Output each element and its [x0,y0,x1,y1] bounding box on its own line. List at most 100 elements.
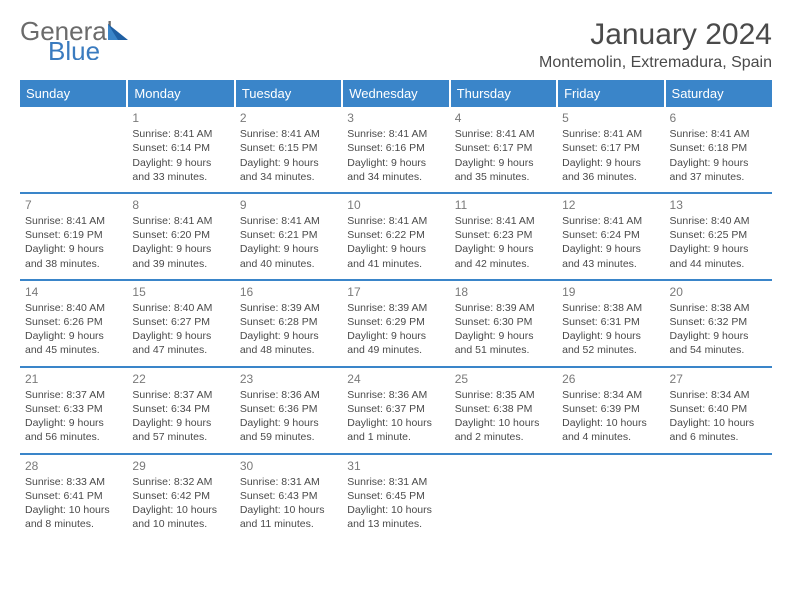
day-number: 18 [455,284,552,300]
sunrise-text: Sunrise: 8:40 AM [670,214,767,228]
daylight-text: Daylight: 9 hours and 54 minutes. [670,329,767,357]
sunset-text: Sunset: 6:21 PM [240,228,337,242]
daylight-text: Daylight: 9 hours and 36 minutes. [562,156,659,184]
header-friday: Friday [557,80,664,107]
day-number: 1 [132,110,229,126]
daylight-text: Daylight: 9 hours and 34 minutes. [240,156,337,184]
sunset-text: Sunset: 6:18 PM [670,141,767,155]
day-number: 21 [25,371,122,387]
daylight-text: Daylight: 10 hours and 13 minutes. [347,503,444,531]
daylight-text: Daylight: 10 hours and 4 minutes. [562,416,659,444]
sunset-text: Sunset: 6:37 PM [347,402,444,416]
day-cell: 28Sunrise: 8:33 AMSunset: 6:41 PMDayligh… [20,454,127,540]
daylight-text: Daylight: 9 hours and 39 minutes. [132,242,229,270]
sunset-text: Sunset: 6:25 PM [670,228,767,242]
sunset-text: Sunset: 6:42 PM [132,489,229,503]
daylight-text: Daylight: 9 hours and 40 minutes. [240,242,337,270]
logo-text-blue: Blue [48,36,100,60]
sunrise-text: Sunrise: 8:37 AM [132,388,229,402]
sunrise-text: Sunrise: 8:39 AM [240,301,337,315]
week-row: 21 Sunrise: 8:37 AM Sunset: 6:33 PM Dayligh… [20,367,772,454]
sunset-text: Sunset: 6:14 PM [132,141,229,155]
day-cell: 22Sunrise: 8:37 AMSunset: 6:34 PMDayligh… [127,367,234,454]
sunrise-text: Sunrise: 8:38 AM [670,301,767,315]
sunset-text: Sunset: 6:43 PM [240,489,337,503]
sunrise-text: Sunrise: 8:39 AM [455,301,552,315]
day-number: 23 [240,371,337,387]
header-saturday: Saturday [665,80,772,107]
sunset-text: Sunset: 6:22 PM [347,228,444,242]
daylight-text: Daylight: 9 hours and 35 minutes. [455,156,552,184]
sunrise-text: Sunrise: 8:40 AM [132,301,229,315]
day-number: 7 [25,197,122,213]
day-cell: 29Sunrise: 8:32 AMSunset: 6:42 PMDayligh… [127,454,234,540]
sunset-text: Sunset: 6:28 PM [240,315,337,329]
day-number: 17 [347,284,444,300]
day-cell: 11Sunrise: 8:41 AMSunset: 6:23 PMDayligh… [450,193,557,280]
day-number: 14 [25,284,122,300]
sunrise-text: Sunrise: 8:41 AM [455,127,552,141]
sunrise-text: Sunrise: 8:33 AM [25,475,122,489]
day-number: 12 [562,197,659,213]
day-cell: 9Sunrise: 8:41 AMSunset: 6:21 PMDaylight… [235,193,342,280]
day-number: 31 [347,458,444,474]
sunset-text: Sunset: 6:17 PM [562,141,659,155]
day-cell: 30Sunrise: 8:31 AMSunset: 6:43 PMDayligh… [235,454,342,540]
header-tuesday: Tuesday [235,80,342,107]
day-cell: 12Sunrise: 8:41 AMSunset: 6:24 PMDayligh… [557,193,664,280]
day-cell: 19Sunrise: 8:38 AMSunset: 6:31 PMDayligh… [557,280,664,367]
sunrise-text: Sunrise: 8:41 AM [562,127,659,141]
sunset-text: Sunset: 6:24 PM [562,228,659,242]
sunset-text: Sunset: 6:15 PM [240,141,337,155]
logo: General Blue [20,18,130,65]
sunset-text: Sunset: 6:32 PM [670,315,767,329]
day-number: 5 [562,110,659,126]
day-number: 27 [670,371,767,387]
day-number: 6 [670,110,767,126]
header: General Blue January 2024 Montemolin, Ex… [20,18,772,72]
sunset-text: Sunset: 6:31 PM [562,315,659,329]
location: Montemolin, Extremadura, Spain [539,54,772,72]
sunset-text: Sunset: 6:27 PM [132,315,229,329]
sunset-text: Sunset: 6:16 PM [347,141,444,155]
day-cell [20,107,127,193]
header-wednesday: Wednesday [342,80,449,107]
sunrise-text: Sunrise: 8:41 AM [240,214,337,228]
sunrise-text: Sunrise: 8:41 AM [25,214,122,228]
day-number: 11 [455,197,552,213]
daylight-text: Daylight: 9 hours and 57 minutes. [132,416,229,444]
day-number: 20 [670,284,767,300]
sunset-text: Sunset: 6:36 PM [240,402,337,416]
daylight-text: Daylight: 9 hours and 41 minutes. [347,242,444,270]
sunset-text: Sunset: 6:17 PM [455,141,552,155]
logo-icon: General Blue [20,18,130,65]
calendar-table: Sunday Monday Tuesday Wednesday Thursday… [20,80,772,539]
day-cell: 8Sunrise: 8:41 AMSunset: 6:20 PMDaylight… [127,193,234,280]
day-cell: 5Sunrise: 8:41 AMSunset: 6:17 PMDaylight… [557,107,664,193]
day-number: 24 [347,371,444,387]
day-number: 9 [240,197,337,213]
day-cell: 2Sunrise: 8:41 AMSunset: 6:15 PMDaylight… [235,107,342,193]
day-cell [665,454,772,540]
daylight-text: Daylight: 9 hours and 38 minutes. [25,242,122,270]
daylight-text: Daylight: 10 hours and 8 minutes. [25,503,122,531]
day-number: 25 [455,371,552,387]
day-number: 4 [455,110,552,126]
sunrise-text: Sunrise: 8:36 AM [347,388,444,402]
daylight-text: Daylight: 9 hours and 42 minutes. [455,242,552,270]
sunrise-text: Sunrise: 8:34 AM [562,388,659,402]
day-cell: 4Sunrise: 8:41 AMSunset: 6:17 PMDaylight… [450,107,557,193]
sunset-text: Sunset: 6:40 PM [670,402,767,416]
sunrise-text: Sunrise: 8:35 AM [455,388,552,402]
day-cell: 16Sunrise: 8:39 AMSunset: 6:28 PMDayligh… [235,280,342,367]
week-row: 7Sunrise: 8:41 AMSunset: 6:19 PMDaylight… [20,193,772,280]
sunset-text: Sunset: 6:33 PM [25,402,122,416]
day-cell: 31Sunrise: 8:31 AMSunset: 6:45 PMDayligh… [342,454,449,540]
day-cell [557,454,664,540]
sunrise-text: Sunrise: 8:40 AM [25,301,122,315]
sunrise-text: Sunrise: 8:41 AM [132,214,229,228]
sunset-text: Sunset: 6:45 PM [347,489,444,503]
day-cell: 21Sunrise: 8:37 AMSunset: 6:33 PMDayligh… [20,367,127,454]
daylight-text: Daylight: 10 hours and 2 minutes. [455,416,552,444]
sunrise-text: Sunrise: 8:39 AM [347,301,444,315]
